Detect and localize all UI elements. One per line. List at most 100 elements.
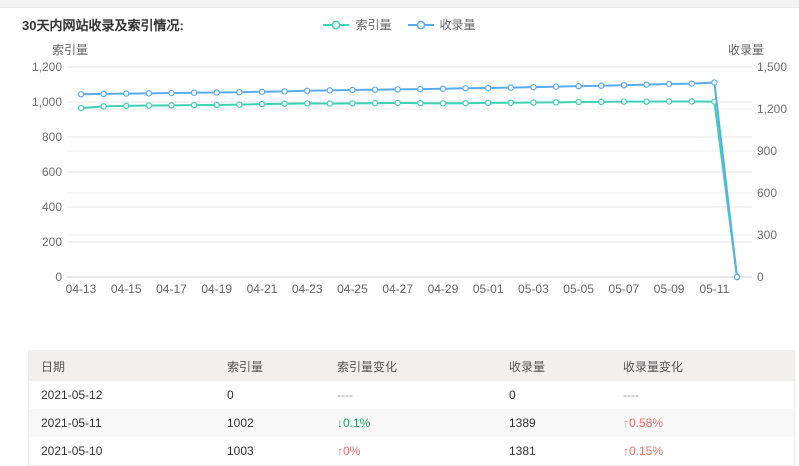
daily-stats-table: 日期 索引量 索引量变化 收录量 收录量变化 2021-05-12 0 ---- 0 ---- 2… xyxy=(29,351,794,465)
data-point xyxy=(258,100,266,108)
date-cell: 2021-05-11 xyxy=(41,416,102,430)
data-point xyxy=(100,90,107,98)
data-point xyxy=(620,82,628,89)
series-line-收录量 xyxy=(80,81,738,278)
data-point xyxy=(304,100,311,107)
data-point xyxy=(417,85,424,93)
chart-title: 30天内网站收录及索引情况: xyxy=(22,18,184,33)
data-point xyxy=(688,80,695,87)
data-point xyxy=(439,100,447,107)
data-point xyxy=(77,91,85,98)
data-point xyxy=(507,99,514,106)
left-axis-tick: 1,000 xyxy=(32,95,62,109)
x-axis-tick: 04-21 xyxy=(247,282,278,296)
data-point xyxy=(168,102,175,109)
data-point xyxy=(236,101,243,108)
data-point xyxy=(281,88,288,95)
data-point xyxy=(213,101,220,109)
data-point xyxy=(711,79,718,86)
legend-item-collect[interactable]: 收录量 xyxy=(407,16,476,33)
data-point xyxy=(394,86,401,93)
data-point xyxy=(304,87,311,95)
data-point xyxy=(371,100,379,107)
table-header-row: 日期 索引量 索引量变化 收录量 收录量变化 xyxy=(29,351,794,381)
data-point xyxy=(145,102,153,109)
right-axis-tick: 600 xyxy=(757,186,777,200)
date-cell: 2021-05-12 xyxy=(41,388,103,402)
collect-change-cell: ↑0.15% xyxy=(623,444,664,458)
line-chart: 0 200 400 600 800 1,000 1,200 0 300 600 900 1,200 1,… xyxy=(32,60,787,296)
right-axis-tick: 900 xyxy=(757,144,777,158)
right-axis-tick: 1,200 xyxy=(757,102,787,116)
data-point xyxy=(665,80,673,88)
x-axis-tick: 04-17 xyxy=(156,282,187,296)
data-point xyxy=(484,84,492,92)
data-point xyxy=(349,86,356,94)
x-axis-tick: 04-25 xyxy=(337,282,368,296)
data-point xyxy=(530,99,537,106)
left-axis-tick: 1,200 xyxy=(32,60,62,74)
column-header-3: 收录量 xyxy=(497,351,611,381)
data-point xyxy=(190,101,198,109)
data-point xyxy=(530,83,537,91)
legend-label: 索引量 xyxy=(355,18,392,32)
left-axis-tick: 800 xyxy=(42,130,62,144)
index-cell: 0 xyxy=(227,388,234,402)
x-axis-tick: 05-09 xyxy=(654,282,685,296)
legend-item-index[interactable]: 索引量 xyxy=(323,16,392,33)
page-top-divider xyxy=(0,0,799,8)
collect-change-cell: ↑0.58% xyxy=(623,416,664,430)
column-header-2: 索引量变化 xyxy=(325,351,497,381)
x-axis-tick: 04-19 xyxy=(201,282,232,296)
data-point xyxy=(643,98,650,105)
x-axis-tick: 05-07 xyxy=(609,282,640,296)
data-point xyxy=(168,89,175,97)
data-point xyxy=(190,89,198,96)
data-point xyxy=(145,90,153,97)
data-point xyxy=(281,100,288,107)
data-point xyxy=(213,89,220,96)
index-change-cell: ↑0% xyxy=(337,444,361,458)
left-axis-tick: 400 xyxy=(42,200,62,214)
x-axis-tick: 04-27 xyxy=(382,282,413,296)
data-point xyxy=(643,81,650,88)
x-axis-tick: 05-05 xyxy=(563,282,594,296)
x-axis-tick: 04-23 xyxy=(292,282,323,296)
x-axis-tick: 05-01 xyxy=(473,282,504,296)
x-axis-tick: 05-11 xyxy=(699,282,729,296)
chart-area: 0 200 400 600 800 1,000 1,200 0 300 600 900 1,200 1,… xyxy=(0,35,799,310)
data-point xyxy=(326,87,334,94)
legend-marker-icon xyxy=(407,20,434,29)
data-point xyxy=(417,100,424,107)
legend-marker-icon xyxy=(323,20,350,29)
series-line-索引量 xyxy=(80,100,738,278)
right-axis-tick: 300 xyxy=(757,228,777,242)
left-axis-tick: 0 xyxy=(55,270,62,284)
left-axis-tick: 200 xyxy=(42,235,62,249)
data-point xyxy=(665,98,673,105)
table-row: 2021-05-10 1003 ↑0% 1381 ↑0.15% xyxy=(29,437,794,465)
collect-cell: 1389 xyxy=(509,416,536,430)
data-point xyxy=(598,98,605,106)
chart-legend: 索引量 收录量 xyxy=(0,16,799,33)
data-point xyxy=(349,100,356,107)
data-point xyxy=(575,98,582,106)
data-point xyxy=(462,100,469,107)
data-point xyxy=(326,100,334,107)
data-point xyxy=(552,83,560,90)
data-point xyxy=(236,89,243,96)
column-header-0: 日期 xyxy=(29,351,215,381)
table-row: 2021-05-12 0 ---- 0 ---- xyxy=(29,381,794,409)
x-axis-tick: 05-03 xyxy=(518,282,549,296)
data-point xyxy=(688,98,695,105)
data-point xyxy=(552,99,560,106)
table-body: 2021-05-12 0 ---- 0 ---- 2021-05-11 1002 ↓0.1% 1… xyxy=(29,381,794,465)
data-point xyxy=(462,85,469,92)
data-point xyxy=(733,273,741,281)
collect-change-cell: ---- xyxy=(623,388,639,402)
legend-label: 收录量 xyxy=(439,18,476,32)
right-axis-tick: 0 xyxy=(757,270,764,284)
data-point xyxy=(507,84,514,91)
left-axis-title: 索引量 xyxy=(51,43,88,57)
index-cell: 1002 xyxy=(227,416,254,430)
